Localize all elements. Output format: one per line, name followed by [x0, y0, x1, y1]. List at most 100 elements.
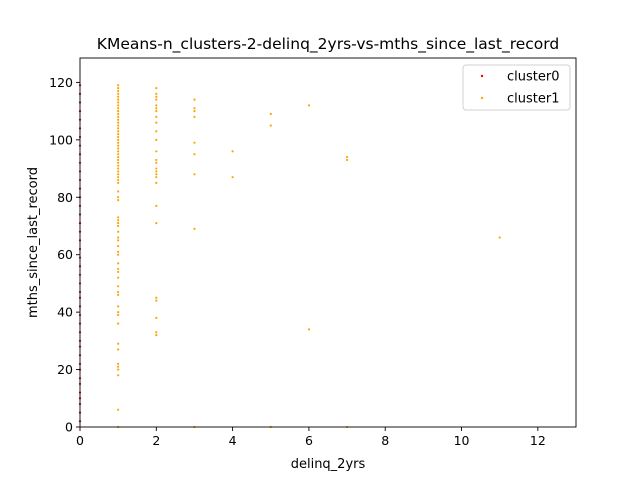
point-cluster1 — [117, 87, 120, 90]
point-cluster1 — [117, 153, 120, 156]
point-cluster1 — [117, 110, 120, 113]
point-cluster1 — [117, 101, 120, 104]
point-cluster1 — [307, 104, 311, 107]
point-cluster1 — [117, 121, 120, 124]
point-cluster1 — [117, 253, 120, 256]
point-cluster1 — [231, 150, 234, 153]
point-cluster1 — [117, 167, 120, 170]
point-cluster1 — [155, 130, 158, 133]
point-cluster1 — [155, 104, 158, 107]
point-cluster1 — [193, 153, 196, 156]
point-cluster1 — [155, 331, 158, 334]
point-cluster1 — [155, 299, 158, 302]
point-cluster1 — [117, 118, 120, 121]
x-axis-ticks: 0 2 4 6 8 10 12 — [76, 427, 546, 448]
point-cluster1 — [117, 164, 120, 167]
point-cluster1 — [117, 107, 120, 110]
point-cluster1 — [117, 305, 120, 308]
legend-label-cluster1: cluster1 — [507, 92, 559, 107]
y-tick-label: 80 — [57, 190, 73, 205]
point-cluster1 — [117, 313, 120, 317]
point-cluster1 — [117, 224, 120, 228]
x-tick-label: 6 — [305, 433, 313, 448]
legend-box — [462, 64, 571, 111]
point-cluster1 — [345, 155, 349, 159]
legend: cluster0 cluster1 — [462, 64, 571, 111]
point-cluster1 — [117, 365, 120, 368]
chart-title: KMeans-n_clusters-2-delinq_2yrs-vs-mths_… — [97, 35, 559, 54]
point-cluster1 — [269, 124, 272, 127]
point-cluster1 — [117, 216, 120, 219]
point-cluster1 — [117, 173, 120, 176]
point-cluster1 — [155, 222, 158, 225]
point-cluster1 — [155, 115, 158, 118]
point-cluster1 — [117, 199, 120, 202]
point-cluster1 — [117, 408, 120, 411]
point-cluster1 — [155, 176, 158, 179]
point-cluster1 — [193, 173, 196, 176]
y-axis-ticks: 0 20 40 60 80 100 120 — [49, 75, 80, 435]
point-cluster1 — [155, 161, 158, 164]
point-cluster1 — [155, 138, 158, 141]
point-cluster1 — [155, 334, 158, 337]
point-cluster1 — [155, 158, 158, 162]
x-tick-label: 0 — [76, 433, 84, 448]
point-cluster1 — [231, 176, 234, 179]
point-cluster1 — [117, 181, 120, 185]
point-cluster1 — [117, 124, 120, 127]
point-cluster1 — [498, 236, 501, 239]
point-cluster1 — [117, 84, 120, 87]
point-cluster1 — [117, 230, 120, 233]
point-cluster1 — [117, 290, 120, 294]
y-tick-label: 20 — [57, 362, 73, 377]
legend-label-cluster0: cluster0 — [507, 70, 559, 85]
point-cluster1 — [155, 316, 158, 319]
point-cluster1 — [117, 190, 120, 193]
point-cluster1 — [117, 176, 120, 179]
x-tick-label: 12 — [530, 433, 546, 448]
point-cluster1 — [117, 178, 120, 182]
x-axis-label: delinq_2yrs — [291, 457, 366, 472]
point-cluster1 — [193, 141, 196, 144]
point-cluster1 — [117, 348, 120, 351]
point-cluster1 — [117, 130, 120, 133]
point-cluster1 — [117, 161, 120, 164]
point-cluster1 — [155, 95, 158, 98]
point-cluster1 — [117, 127, 120, 130]
point-cluster1 — [117, 270, 120, 274]
point-cluster1 — [117, 368, 120, 371]
point-cluster1 — [117, 262, 120, 265]
point-cluster1 — [117, 222, 120, 225]
x-tick-label: 2 — [152, 433, 160, 448]
point-cluster1 — [155, 121, 158, 124]
point-cluster1 — [117, 98, 120, 101]
point-cluster1 — [117, 155, 120, 159]
point-cluster1 — [117, 250, 120, 253]
point-cluster1 — [193, 107, 196, 110]
point-cluster1 — [193, 227, 196, 230]
point-cluster1 — [117, 104, 120, 107]
y-tick-label: 100 — [49, 132, 73, 147]
point-cluster1 — [117, 89, 120, 93]
point-cluster1 — [117, 158, 120, 162]
y-axis-label: mths_since_last_record — [26, 167, 41, 318]
data-points — [78, 84, 501, 429]
point-cluster1 — [155, 204, 158, 207]
point-cluster1 — [155, 173, 158, 176]
point-cluster1 — [117, 170, 120, 173]
point-cluster1 — [117, 239, 120, 242]
point-cluster1 — [117, 147, 120, 150]
point-cluster1 — [117, 196, 120, 199]
point-cluster1 — [117, 267, 120, 271]
x-tick-label: 4 — [229, 433, 237, 448]
x-tick-label: 10 — [454, 433, 470, 448]
point-cluster1 — [117, 285, 120, 288]
point-cluster1 — [117, 362, 120, 365]
point-cluster1 — [117, 311, 120, 314]
point-cluster1 — [117, 150, 120, 153]
point-cluster1 — [117, 135, 120, 139]
point-cluster1 — [155, 110, 158, 113]
point-cluster1 — [155, 150, 158, 153]
point-cluster1 — [117, 138, 120, 141]
